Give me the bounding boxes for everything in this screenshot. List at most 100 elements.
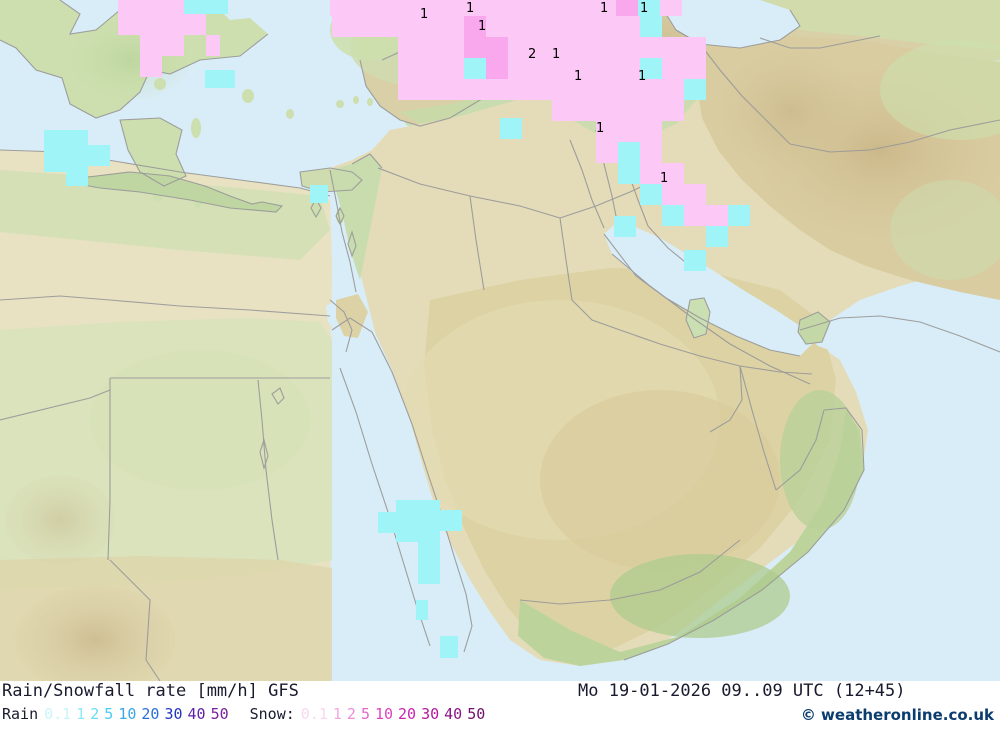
precip-cell-snow-mid: [486, 58, 508, 79]
precip-cell-snow: [596, 79, 618, 100]
precip-cell-snow: [486, 16, 508, 37]
precip-cell-snow-mid: [616, 0, 638, 16]
precip-cell-rain: [418, 521, 440, 542]
forecast-datetime: Mo 19-01-2026 09..09 UTC (12+45): [578, 681, 906, 701]
precip-value-label: 1: [420, 7, 429, 22]
precip-cell-snow: [618, 100, 640, 121]
precip-cell-snow: [442, 58, 464, 79]
snow-threshold-1: 1: [332, 705, 342, 723]
precip-cell-snow: [530, 58, 552, 79]
precip-cell-snow-mid: [464, 16, 486, 37]
precip-value-label: 1: [596, 121, 605, 136]
map-footer: Rain/Snowfall rate [mm/h] GFS Mo 19-01-2…: [0, 681, 1000, 733]
precip-cell-rain: [418, 500, 440, 521]
precip-cell-snow: [552, 16, 574, 37]
rain-legend-label: Rain: [2, 705, 39, 723]
precip-cell-rain: [66, 151, 88, 172]
precip-cell-snow: [684, 37, 706, 58]
precip-cell-rain: [440, 636, 458, 658]
precip-cell-snow: [440, 0, 462, 16]
precip-cell-snow: [332, 16, 354, 37]
precip-cell-rain: [640, 16, 662, 37]
precip-cell-snow: [420, 79, 442, 100]
precip-cell-snow: [596, 16, 618, 37]
map-title: Rain/Snowfall rate [mm/h] GFS: [2, 681, 299, 701]
precip-cell-snow: [596, 58, 618, 79]
precip-cell-rain: [640, 184, 662, 205]
precip-value-label: 1: [660, 171, 669, 186]
precip-cell-rain: [500, 118, 522, 139]
precip-cell-snow: [574, 58, 596, 79]
snow-threshold-50: 50: [467, 705, 486, 723]
precip-cell-snow: [618, 37, 640, 58]
precip-cell-snow: [618, 58, 640, 79]
precip-cell-snow: [684, 58, 706, 79]
precip-cell-snow: [662, 58, 684, 79]
snow-threshold-10: 10: [374, 705, 394, 723]
snow-threshold-20: 20: [398, 705, 417, 723]
precip-cell-snow: [552, 79, 574, 100]
precip-cell-rain: [66, 172, 88, 186]
precip-cell-rain: [418, 563, 440, 584]
precip-cell-snow: [684, 205, 706, 226]
rain-threshold-2: 2: [90, 705, 100, 723]
precip-cell-snow: [550, 0, 572, 16]
rain-threshold-50: 50: [210, 705, 229, 723]
precip-value-label: 1: [640, 1, 649, 16]
precip-value-label: 1: [638, 69, 647, 84]
snow-threshold-40: 40: [444, 705, 463, 723]
precip-cell-rain: [614, 216, 636, 237]
precipitation-legend: Rain 0.1 1 2 5 10 20 30 40 50 Snow: 0.1 1 2 5 10 20 30…: [2, 705, 490, 723]
precip-cell-snow: [396, 0, 418, 16]
precip-cell-snow: [640, 37, 662, 58]
precip-cell-snow: [530, 37, 552, 58]
precip-cell-snow: [162, 35, 184, 56]
precip-cell-snow: [574, 37, 596, 58]
basemap-terrain: [0, 0, 1000, 681]
precip-cell-snow: [640, 79, 662, 100]
precip-cell-snow: [140, 14, 162, 35]
precip-cell-snow: [162, 14, 184, 35]
precip-cell-snow: [508, 79, 530, 100]
precip-value-label: 1: [478, 19, 487, 34]
precip-cell-snow: [596, 121, 618, 142]
precip-cell-snow: [552, 100, 574, 121]
precip-cell-snow: [552, 58, 574, 79]
precip-cell-snow: [442, 37, 464, 58]
precip-cell-snow: [398, 58, 420, 79]
precip-cell-snow: [118, 14, 140, 35]
precip-cell-snow: [486, 79, 508, 100]
rain-threshold-40: 40: [187, 705, 206, 723]
precip-cell-snow: [374, 0, 396, 16]
precip-cell-snow: [118, 0, 140, 14]
precip-cell-snow: [572, 0, 594, 16]
precip-cell-snow: [420, 16, 442, 37]
precip-value-label: 1: [574, 69, 583, 84]
precip-cell-snow: [140, 0, 162, 14]
precip-cell-rain: [66, 130, 88, 151]
rain-threshold-5: 5: [104, 705, 114, 723]
precip-cell-snow: [640, 121, 662, 142]
precip-cell-snow: [574, 100, 596, 121]
precip-cell-snow: [184, 14, 206, 35]
rain-threshold-30: 30: [164, 705, 183, 723]
precip-value-label: 1: [600, 1, 609, 16]
precip-cell-snow: [618, 16, 640, 37]
precip-cell-snow: [596, 100, 618, 121]
precip-cell-snow: [140, 56, 162, 77]
precip-cell-snow: [640, 142, 662, 163]
precip-cell-rain: [440, 510, 462, 531]
precip-cell-snow: [162, 0, 184, 14]
snow-threshold-30: 30: [421, 705, 440, 723]
precip-cell-rain: [464, 58, 486, 79]
precip-cell-snow: [508, 58, 530, 79]
precip-cell-snow: [398, 16, 420, 37]
precip-cell-snow: [528, 0, 550, 16]
precip-cell-rain: [640, 58, 662, 79]
snow-threshold-5: 5: [360, 705, 370, 723]
precip-cell-snow: [596, 142, 618, 163]
precip-cell-snow: [660, 0, 682, 16]
